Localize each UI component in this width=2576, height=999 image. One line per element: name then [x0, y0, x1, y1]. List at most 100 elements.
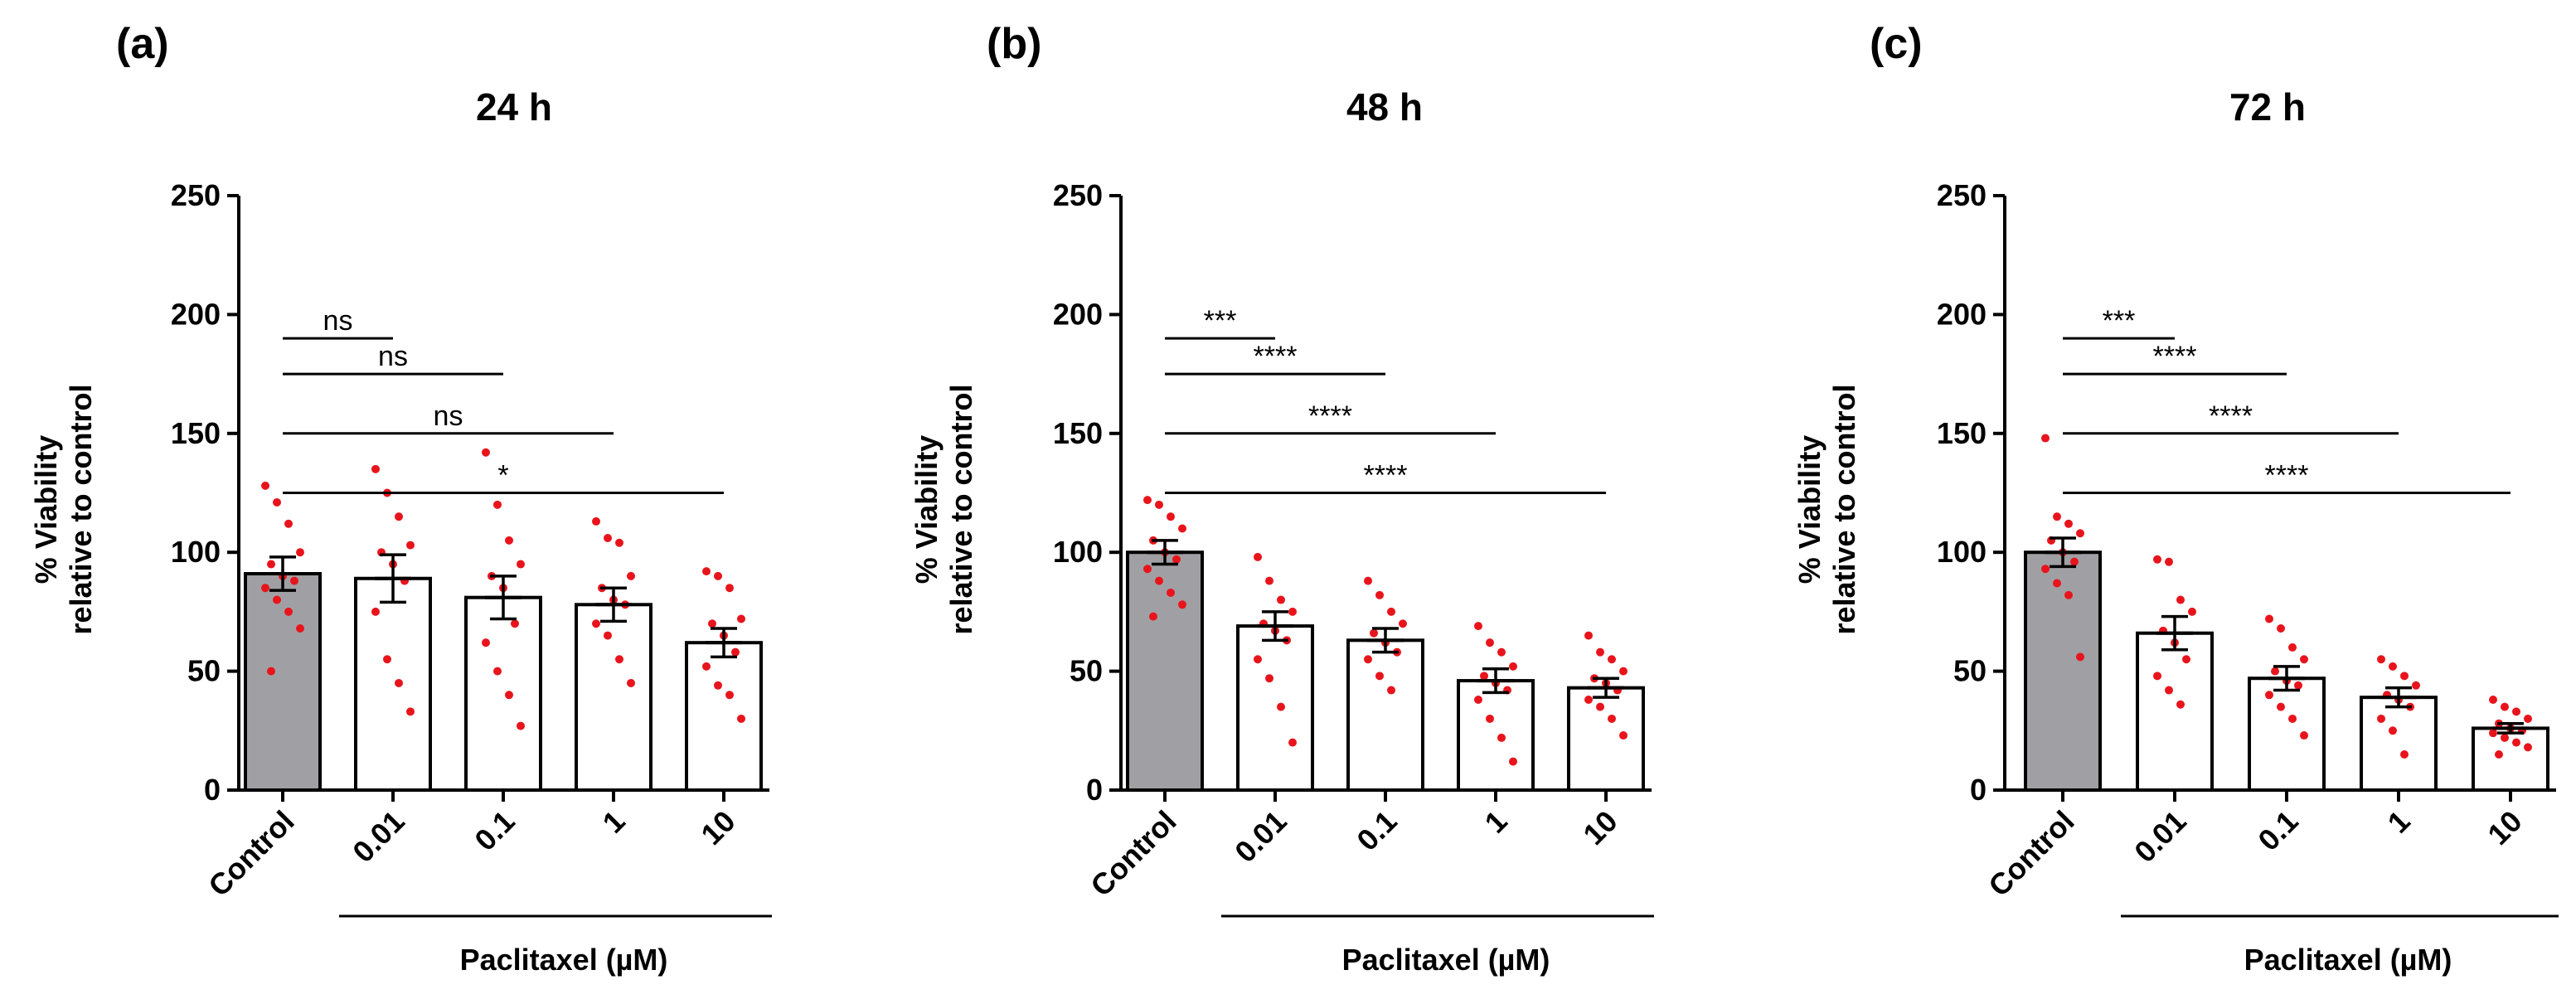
bar-0.01	[1236, 624, 1314, 792]
data-point	[383, 655, 391, 664]
y-axis-label-line1: % Viability	[910, 435, 944, 584]
x-tick-label: 0.1	[2251, 804, 2304, 857]
bar-Control	[244, 572, 322, 793]
data-point	[1584, 696, 1593, 705]
data-point	[2377, 714, 2385, 723]
data-point	[714, 681, 722, 690]
bar-0.1	[1346, 638, 1424, 792]
x-tick-label: 1	[1478, 804, 1514, 840]
bar-Control	[1126, 550, 1204, 792]
data-point	[1509, 757, 1517, 766]
data-point	[1172, 555, 1181, 564]
data-point	[2412, 681, 2420, 690]
x-tick-label: 0.1	[468, 804, 521, 857]
data-point	[267, 560, 275, 569]
data-point	[604, 631, 612, 640]
panel-title: 48 h	[1346, 85, 1423, 129]
data-point	[2501, 733, 2509, 742]
x-group-label: Paclitaxel (µM)	[460, 943, 668, 977]
data-point	[1364, 655, 1372, 664]
data-point	[2501, 702, 2509, 711]
y-axis-label-line2: relative to control	[944, 384, 978, 634]
data-point	[2188, 607, 2196, 616]
data-point	[2076, 529, 2084, 538]
data-point	[1364, 576, 1372, 585]
data-point	[395, 678, 403, 687]
x-group-label: Paclitaxel (µM)	[2244, 943, 2452, 977]
data-point	[482, 638, 490, 647]
data-point	[615, 655, 623, 664]
y-axis-label-line1: % Viability	[1793, 435, 1826, 584]
data-point	[2064, 590, 2073, 599]
data-point	[406, 707, 415, 716]
data-point	[708, 619, 716, 628]
data-point	[2524, 743, 2532, 752]
data-point	[1619, 731, 1628, 740]
data-point	[273, 595, 281, 604]
data-point	[1375, 590, 1384, 599]
significance-label: ns	[434, 400, 463, 432]
data-point	[2176, 700, 2185, 709]
data-point	[261, 584, 269, 593]
bar-10	[2472, 726, 2549, 793]
y-tick-label: 0	[204, 773, 221, 807]
data-point	[273, 497, 281, 507]
data-point	[2165, 557, 2173, 566]
data-point	[1619, 667, 1628, 676]
panel-title: 72 h	[2229, 85, 2306, 129]
data-point	[1288, 738, 1297, 747]
x-tick-label: 10	[2481, 804, 2528, 851]
data-point	[2489, 729, 2497, 738]
data-point	[284, 519, 293, 528]
data-point	[725, 691, 734, 700]
x-group-label: Paclitaxel (µM)	[1342, 943, 1550, 977]
data-point	[2053, 512, 2061, 521]
data-point	[2377, 655, 2385, 664]
data-point	[2041, 565, 2050, 574]
x-tick-label: Control	[1982, 804, 2080, 903]
data-point	[714, 571, 722, 580]
data-point	[2265, 614, 2273, 623]
data-point	[406, 541, 415, 550]
data-point	[2053, 579, 2061, 588]
x-tick-label: 1	[596, 804, 632, 840]
data-point	[2400, 672, 2409, 681]
data-point	[1608, 655, 1616, 664]
data-point	[1155, 500, 1163, 509]
significance-label: ****	[1308, 400, 1352, 432]
data-point	[592, 619, 600, 628]
significance-label: ****	[1254, 341, 1298, 372]
data-point	[2389, 662, 2397, 671]
bar-0.01	[2136, 631, 2214, 792]
data-point	[1155, 576, 1163, 585]
data-point	[493, 667, 502, 676]
data-point	[2265, 691, 2273, 700]
panel-title: 24 h	[476, 85, 552, 129]
data-point	[2064, 519, 2073, 528]
x-tick-label: 0.01	[1228, 804, 1293, 870]
significance-label: ****	[2209, 400, 2253, 432]
data-point	[2489, 696, 2497, 705]
data-point	[2512, 707, 2520, 716]
significance-label: ns	[323, 305, 353, 337]
data-point	[725, 584, 734, 593]
panel-letter: (a)	[116, 20, 169, 68]
bar-0.1	[464, 595, 542, 793]
data-point	[1375, 672, 1384, 681]
x-tick-label: 10	[694, 804, 741, 851]
data-point	[1178, 600, 1186, 609]
data-point	[2300, 731, 2308, 740]
panel-letter: (c)	[1870, 20, 1923, 68]
data-point	[1497, 733, 1506, 742]
data-point	[2176, 595, 2185, 604]
data-point	[627, 571, 635, 580]
x-tick-label: 0.1	[1350, 804, 1403, 857]
data-point	[2165, 686, 2173, 695]
data-point	[2153, 555, 2161, 564]
data-point	[2277, 623, 2285, 633]
data-point	[1596, 702, 1604, 711]
data-point	[371, 464, 380, 473]
data-point	[1277, 595, 1285, 604]
data-point	[1143, 565, 1152, 574]
y-tick-label: 250	[171, 178, 221, 212]
